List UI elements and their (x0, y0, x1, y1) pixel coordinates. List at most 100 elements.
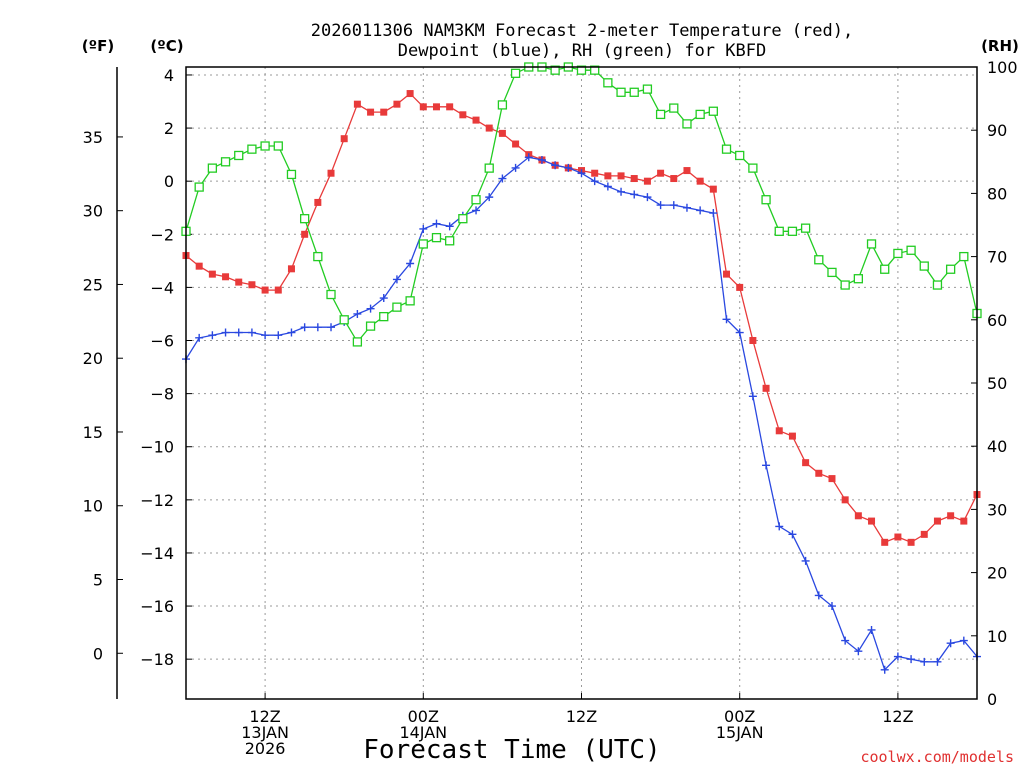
2-meter-temperature-point (933, 517, 941, 525)
credit-text: coolwx.com/models (860, 748, 1014, 766)
2-meter-temperature-point (907, 538, 915, 546)
2-meter-temperature-point (274, 286, 282, 294)
dewpoint-point (643, 193, 652, 202)
2-meter-temperature-point (353, 100, 361, 108)
fahrenheit-tick-label: 35 (83, 128, 103, 147)
2-meter-temperature-point (643, 177, 651, 185)
time-tick-label: 12Z (566, 707, 597, 726)
dewpoint-point (261, 331, 270, 340)
fahrenheit-tick-label: 10 (83, 497, 103, 516)
2-meter-temperature-point (393, 100, 401, 108)
rh-point (273, 141, 283, 151)
rh-point (761, 195, 771, 205)
dewpoint-point (801, 556, 810, 565)
rh-point (814, 255, 824, 265)
dewpoint-point (696, 206, 705, 215)
dewpoint-point (537, 155, 546, 164)
rh-point (682, 119, 692, 129)
2-meter-temperature-point (630, 175, 638, 183)
rh-point (234, 150, 244, 161)
dewpoint-point (841, 636, 850, 645)
dewpoint-point (274, 331, 283, 340)
time-tick-label: 15JAN (716, 723, 764, 742)
rh-point (445, 236, 455, 246)
2-meter-temperature-point (327, 169, 335, 177)
dewpoint-point (551, 161, 560, 170)
rh-point (497, 100, 508, 110)
time-tick-label: 00Z (408, 707, 439, 726)
dewpoint-point (353, 309, 362, 318)
time-tick-label: 12Z (882, 707, 913, 726)
dewpoint-point (445, 222, 454, 231)
dewpoint-point (788, 530, 797, 539)
rh-point (774, 226, 784, 236)
celsius-tick-label: 0 (164, 172, 174, 191)
celsius-tick-label: −2 (150, 225, 174, 244)
celsius-tick-label: −4 (150, 278, 174, 297)
rh-point (787, 226, 798, 236)
2-meter-temperature-point (920, 530, 928, 538)
x-axis-title: Forecast Time (UTC) (363, 735, 660, 765)
rh-tick-label: 90 (987, 121, 1007, 140)
2-meter-temperature-point (287, 265, 295, 273)
plot-frame (185, 66, 978, 700)
dewpoint-point (867, 625, 876, 634)
2-meter-temperature-point (472, 116, 480, 124)
2-meter-temperature-point (657, 169, 665, 177)
rh-point (708, 106, 718, 116)
fahrenheit-unit-label: (ºF) (82, 37, 114, 55)
fahrenheit-tick-label: 5 (93, 571, 103, 590)
rh-point (379, 311, 389, 322)
rh-point (418, 239, 428, 249)
rh-point (880, 264, 890, 274)
2-meter-temperature-point (788, 432, 796, 440)
celsius-tick-label: −6 (150, 332, 174, 351)
dewpoint-point (195, 333, 204, 342)
time-tick-label: 12Z (249, 707, 280, 726)
rh-point (365, 321, 376, 331)
2-meter-temperature-point (960, 517, 968, 525)
rh-point (247, 144, 257, 154)
rh-point (629, 87, 639, 97)
time-tick-label: 13JAN (241, 723, 289, 742)
rh-point (840, 280, 850, 290)
dewpoint-point (880, 665, 889, 674)
dewpoint-point (432, 219, 441, 228)
rh-point (471, 195, 481, 205)
rh-tick-label: 10 (987, 627, 1007, 646)
dewpoint-point (485, 193, 494, 202)
rh-point (853, 274, 863, 284)
2-meter-temperature-point (802, 459, 810, 467)
dewpoint-point (221, 328, 230, 337)
2-meter-temperature-point (762, 384, 770, 392)
time-tick-label: 14JAN (399, 723, 447, 742)
2-meter-temperature-point (617, 172, 625, 180)
2-meter-temperature-point (459, 111, 467, 119)
celsius-tick-label: 2 (164, 119, 174, 138)
rh-point (669, 103, 679, 113)
dewpoint-point (933, 657, 942, 666)
dewpoint-point (920, 657, 929, 666)
2-meter-temperature-point (208, 270, 216, 278)
fahrenheit-axis: 35 30 25 20 15 10 5 0 (83, 67, 123, 699)
rh-point (260, 141, 270, 151)
rh-point (800, 223, 811, 233)
dewpoint-point (603, 182, 612, 191)
rh-unit-label: (RH) (981, 37, 1019, 55)
dewpoint-point (617, 187, 626, 196)
rh-point (932, 280, 943, 290)
rh-tick-label: 100 (987, 58, 1018, 77)
dewpoint-series (182, 153, 981, 674)
dewpoint-point (827, 602, 836, 611)
time-tick-label: 00Z (724, 707, 755, 726)
rh-point (603, 78, 613, 88)
rh-point (893, 248, 903, 259)
fahrenheit-tick-label: 15 (83, 423, 103, 442)
2-meter-temperature-point (261, 286, 269, 294)
chart-title-line-1: 2026011306 NAM3KM Forecast 2-meter Tempe… (311, 21, 853, 41)
2-meter-temperature-point (828, 475, 836, 483)
celsius-tick-label: −12 (140, 491, 174, 510)
dewpoint-point (327, 323, 336, 332)
